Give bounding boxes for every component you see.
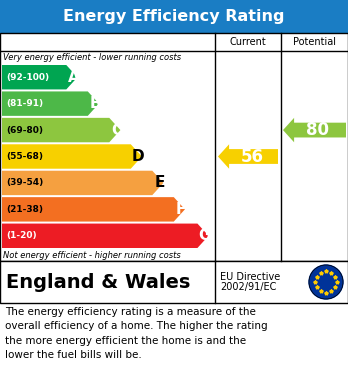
Text: Not energy efficient - higher running costs: Not energy efficient - higher running co… (3, 251, 181, 260)
Text: Very energy efficient - lower running costs: Very energy efficient - lower running co… (3, 53, 181, 62)
Text: The energy efficiency rating is a measure of the
overall efficiency of a home. T: The energy efficiency rating is a measur… (5, 307, 268, 360)
Text: A: A (68, 70, 79, 85)
Text: E: E (154, 176, 165, 190)
Text: Current: Current (230, 37, 266, 47)
Bar (0, 33, 348, 261)
Polygon shape (2, 171, 164, 195)
Text: (92-100): (92-100) (6, 73, 49, 82)
Polygon shape (2, 197, 185, 222)
Text: (39-54): (39-54) (6, 178, 43, 187)
Text: G: G (198, 228, 211, 243)
Text: (21-38): (21-38) (6, 205, 43, 214)
Text: (55-68): (55-68) (6, 152, 43, 161)
Text: England & Wales: England & Wales (6, 273, 190, 292)
Text: F: F (176, 202, 186, 217)
Text: Potential: Potential (293, 37, 336, 47)
Polygon shape (2, 144, 142, 169)
Text: 80: 80 (306, 121, 329, 139)
Text: (1-20): (1-20) (6, 231, 37, 240)
Text: EU Directive: EU Directive (220, 272, 280, 282)
Polygon shape (2, 65, 77, 90)
Polygon shape (218, 144, 278, 169)
Text: 56: 56 (240, 147, 263, 165)
Text: (81-91): (81-91) (6, 99, 43, 108)
Polygon shape (2, 91, 99, 116)
Text: B: B (89, 96, 101, 111)
Text: Energy Efficiency Rating: Energy Efficiency Rating (63, 9, 285, 24)
Polygon shape (283, 118, 346, 142)
Circle shape (309, 265, 343, 299)
Bar (0, 261, 348, 303)
Bar (0, 0, 348, 33)
Text: (69-80): (69-80) (6, 126, 43, 135)
Polygon shape (2, 118, 120, 142)
Text: 2002/91/EC: 2002/91/EC (220, 282, 276, 292)
Text: C: C (111, 122, 122, 138)
Polygon shape (2, 224, 208, 248)
Text: D: D (132, 149, 144, 164)
